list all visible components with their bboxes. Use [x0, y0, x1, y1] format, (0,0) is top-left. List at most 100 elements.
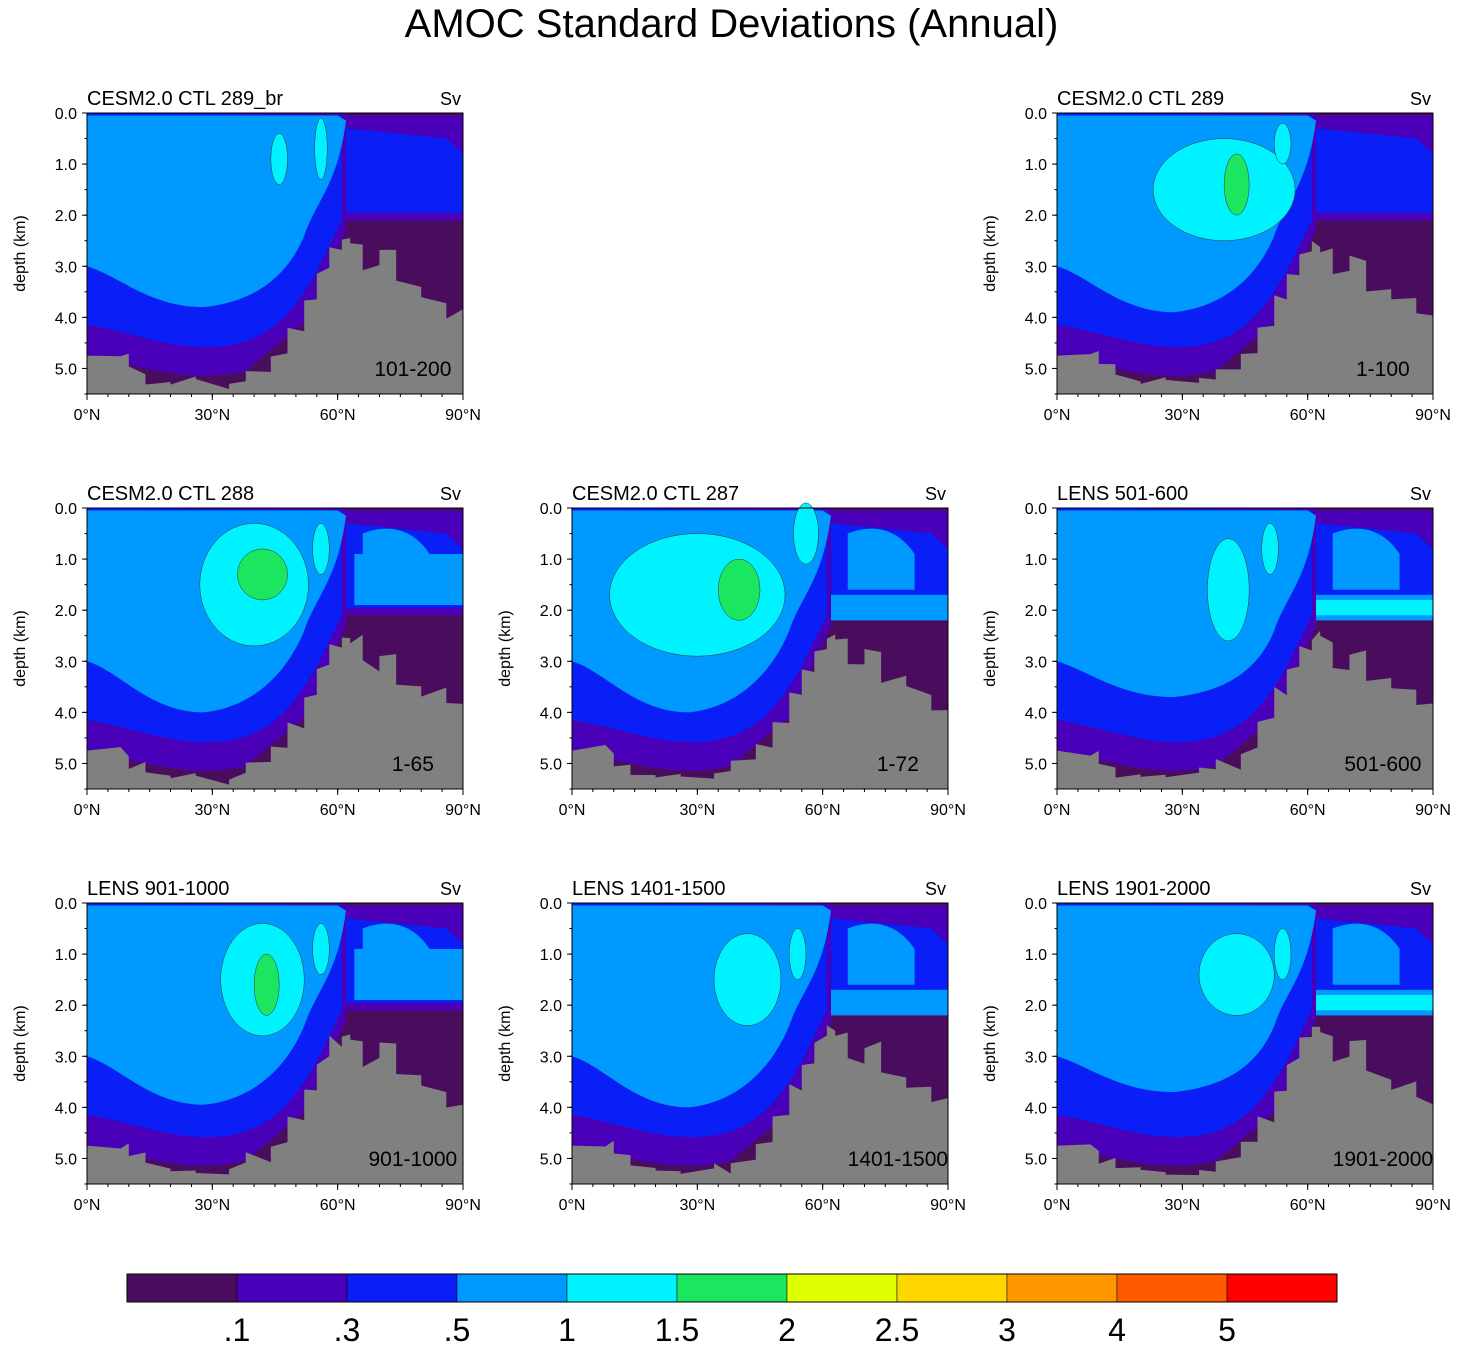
x-tick-label: 0°N: [1044, 1197, 1071, 1214]
colorbar-swatch: [786, 1273, 898, 1303]
y-tick-label: 2.0: [540, 998, 562, 1015]
colorbar-frame: [126, 1273, 1338, 1303]
colorbar-label: .3: [334, 1312, 361, 1348]
page-title: AMOC Standard Deviations (Annual): [404, 2, 1059, 46]
y-tick-label: 1.0: [55, 552, 77, 569]
y-axis-label: depth (km): [12, 215, 29, 291]
panel-title: LENS 1901-2000: [1057, 878, 1210, 900]
level-fill-1.5-2: [253, 953, 280, 1016]
panel-unit: Sv: [1410, 484, 1431, 504]
y-tick-label: 5.0: [1025, 1151, 1047, 1168]
y-tick-label: 2.0: [540, 603, 562, 620]
x-tick-label: 60°N: [805, 1197, 841, 1214]
land-mask: [1057, 1026, 1433, 1184]
land-mask: [1057, 630, 1433, 789]
plot-area: [1057, 508, 1433, 789]
panel-title: CESM2.0 CTL 288: [87, 483, 254, 505]
panel-unit: Sv: [1410, 879, 1431, 899]
x-tick-label: 90°N: [1415, 1197, 1451, 1214]
y-axis-label: depth (km): [982, 215, 999, 291]
y-tick-label: 4.0: [540, 705, 562, 722]
x-tick-label: 90°N: [930, 802, 966, 819]
colorbar-label: 1.5: [655, 1312, 699, 1348]
colorbar-label: 2.5: [875, 1312, 919, 1348]
x-tick-label: 30°N: [679, 1197, 715, 1214]
amoc-panel: 0.0 1.0 2.0 3.0 4.0 5.0 0°N 30°N 60°N 90°N CESM2.0…: [12, 88, 481, 424]
x-tick-label: 30°N: [194, 1197, 230, 1214]
colorbar-swatch: [236, 1273, 348, 1303]
y-axis-label: depth (km): [982, 610, 999, 686]
amoc-panel: 0.0 1.0 2.0 3.0 4.0 5.0 0°N 30°N 60°N 90°N LENS 19…: [982, 878, 1451, 1214]
level-fill-0.5-1-north: [1332, 923, 1400, 985]
north-strip-outer: [831, 989, 948, 1016]
panel-title: LENS 501-600: [1057, 483, 1188, 505]
colorbar-label: .5: [444, 1312, 471, 1348]
level-fill-0.5-1-north: [847, 528, 915, 590]
land-mask: [572, 634, 948, 789]
x-tick-label: 30°N: [1164, 1197, 1200, 1214]
colorbar-swatch: [346, 1273, 458, 1303]
x-tick-label: 60°N: [1290, 1197, 1326, 1214]
y-tick-label: 3.0: [55, 654, 77, 671]
period-label: 901-1000: [368, 1148, 457, 1171]
amoc-panel: 0.0 1.0 2.0 3.0 4.0 5.0 0°N 30°N 60°N 90°N CESM2.0…: [497, 483, 966, 819]
y-tick-label: 1.0: [1025, 157, 1047, 174]
y-tick-label: 3.0: [1025, 654, 1047, 671]
y-tick-label: 1.0: [540, 552, 562, 569]
level-fill-1-1.5: [312, 923, 330, 975]
plot-area: [572, 502, 948, 789]
x-tick-label: 60°N: [1290, 407, 1326, 424]
amoc-panel: 0.0 1.0 2.0 3.0 4.0 5.0 0°N 30°N 60°N 90°N LENS 50…: [982, 483, 1451, 819]
x-tick-label: 60°N: [320, 1197, 356, 1214]
plot-area: [87, 508, 463, 789]
x-tick-label: 60°N: [1290, 802, 1326, 819]
colorbar-label: 4: [1108, 1312, 1126, 1348]
y-tick-label: 0.0: [1025, 501, 1047, 518]
colorbar-swatch: [1116, 1273, 1228, 1303]
x-tick-label: 0°N: [559, 1197, 586, 1214]
colorbar-label: 2: [778, 1312, 796, 1348]
panel-unit: Sv: [440, 89, 461, 109]
y-tick-label: 2.0: [1025, 208, 1047, 225]
amoc-panel: 0.0 1.0 2.0 3.0 4.0 5.0 0°N 30°N 60°N 90°N LENS 14…: [497, 878, 966, 1214]
amoc-panel: 0.0 1.0 2.0 3.0 4.0 5.0 0°N 30°N 60°N 90°N CESM2.0…: [12, 483, 481, 819]
period-label: 1901-2000: [1333, 1148, 1433, 1171]
x-tick-label: 30°N: [679, 802, 715, 819]
colorbar-swatch: [1226, 1273, 1338, 1303]
x-tick-label: 90°N: [1415, 802, 1451, 819]
x-tick-label: 0°N: [74, 802, 101, 819]
period-label: 101-200: [374, 358, 451, 381]
amoc-panel: 0.0 1.0 2.0 3.0 4.0 5.0 0°N 30°N 60°N 90°N CESM2.0…: [982, 88, 1451, 424]
level-fill-1-1.5: [788, 928, 807, 980]
level-fill-1.5-2: [717, 558, 761, 621]
colorbar-swatch: [456, 1273, 568, 1303]
y-axis-label: depth (km): [12, 1005, 29, 1081]
y-tick-label: 0.0: [1025, 896, 1047, 913]
colorbar-swatch: [126, 1273, 238, 1303]
colorbar-label: 5: [1218, 1312, 1236, 1348]
y-tick-label: 4.0: [55, 310, 77, 327]
level-fill-1-1.5: [270, 133, 288, 185]
north-strip-outer: [354, 948, 463, 1001]
y-tick-label: 3.0: [55, 1049, 77, 1066]
y-tick-label: 3.0: [1025, 1049, 1047, 1066]
y-tick-label: 5.0: [540, 756, 562, 773]
x-tick-label: 30°N: [1164, 802, 1200, 819]
y-tick-label: 3.0: [1025, 259, 1047, 276]
x-tick-label: 30°N: [194, 802, 230, 819]
panel-title: CESM2.0 CTL 289: [1057, 88, 1224, 110]
y-axis-label: depth (km): [982, 1005, 999, 1081]
y-tick-label: 5.0: [1025, 361, 1047, 378]
x-tick-label: 30°N: [194, 407, 230, 424]
panel-unit: Sv: [440, 484, 461, 504]
north-strip-outer: [831, 594, 948, 621]
colorbar-swatch: [896, 1273, 1008, 1303]
y-tick-label: 0.0: [55, 501, 77, 518]
panel-unit: Sv: [925, 879, 946, 899]
north-strip-inner: [1316, 994, 1433, 1011]
panel-title: CESM2.0 CTL 287: [572, 483, 739, 505]
y-tick-label: 1.0: [1025, 947, 1047, 964]
level-fill-0.5-1-north: [1332, 528, 1400, 590]
period-label: 501-600: [1344, 753, 1421, 776]
x-tick-label: 0°N: [1044, 802, 1071, 819]
